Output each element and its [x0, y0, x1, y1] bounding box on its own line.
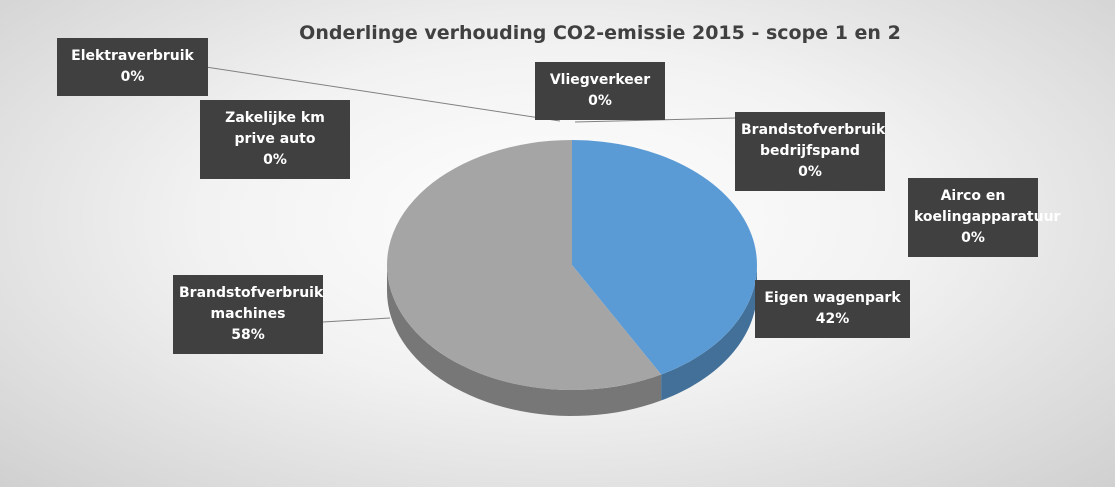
- pie-slice: [387, 140, 662, 390]
- category-label: Eigen wagenpark: [764, 290, 901, 306]
- pie-slice-side: [387, 265, 662, 416]
- data-label: Elektraverbruik 0%: [57, 38, 208, 96]
- leader-line: [159, 59, 561, 122]
- leader-line: [322, 317, 391, 323]
- chart-title: Onderlinge verhouding CO2-emissie 2015 -…: [299, 22, 901, 44]
- pie-sides: [387, 265, 757, 416]
- category-label: Brandstofverbruik machines: [179, 285, 324, 322]
- value-label: 0%: [798, 164, 822, 180]
- value-label: 0%: [263, 152, 287, 168]
- data-label: Vliegverkeer 0%: [535, 62, 665, 120]
- pie-tops: [387, 140, 758, 390]
- pie-slice: [572, 140, 758, 375]
- pie-slice-side: [661, 265, 757, 401]
- data-label: Brandstofverbruik machines 58%: [173, 275, 323, 354]
- category-label: Airco en koelingapparatuur: [914, 188, 1061, 225]
- data-label: Brandstofverbruik bedrijfspand 0%: [735, 112, 885, 191]
- value-label: 0%: [588, 93, 612, 109]
- data-label: Zakelijke km prive auto 0%: [200, 100, 350, 179]
- data-label: Airco en koelingapparatuur 0%: [908, 178, 1061, 257]
- category-label: Vliegverkeer: [549, 72, 651, 88]
- category-label: Brandstofverbruik bedrijfspand: [741, 122, 886, 159]
- data-label: Eigen wagenpark 42%: [755, 280, 910, 338]
- value-label: 0%: [961, 230, 985, 246]
- leader-line: [574, 117, 736, 123]
- value-label: 58%: [231, 327, 265, 343]
- category-label: Elektraverbruik: [71, 48, 194, 64]
- category-label: Zakelijke km prive auto: [225, 110, 325, 147]
- value-label: 42%: [815, 311, 850, 327]
- value-label: 0%: [120, 69, 145, 85]
